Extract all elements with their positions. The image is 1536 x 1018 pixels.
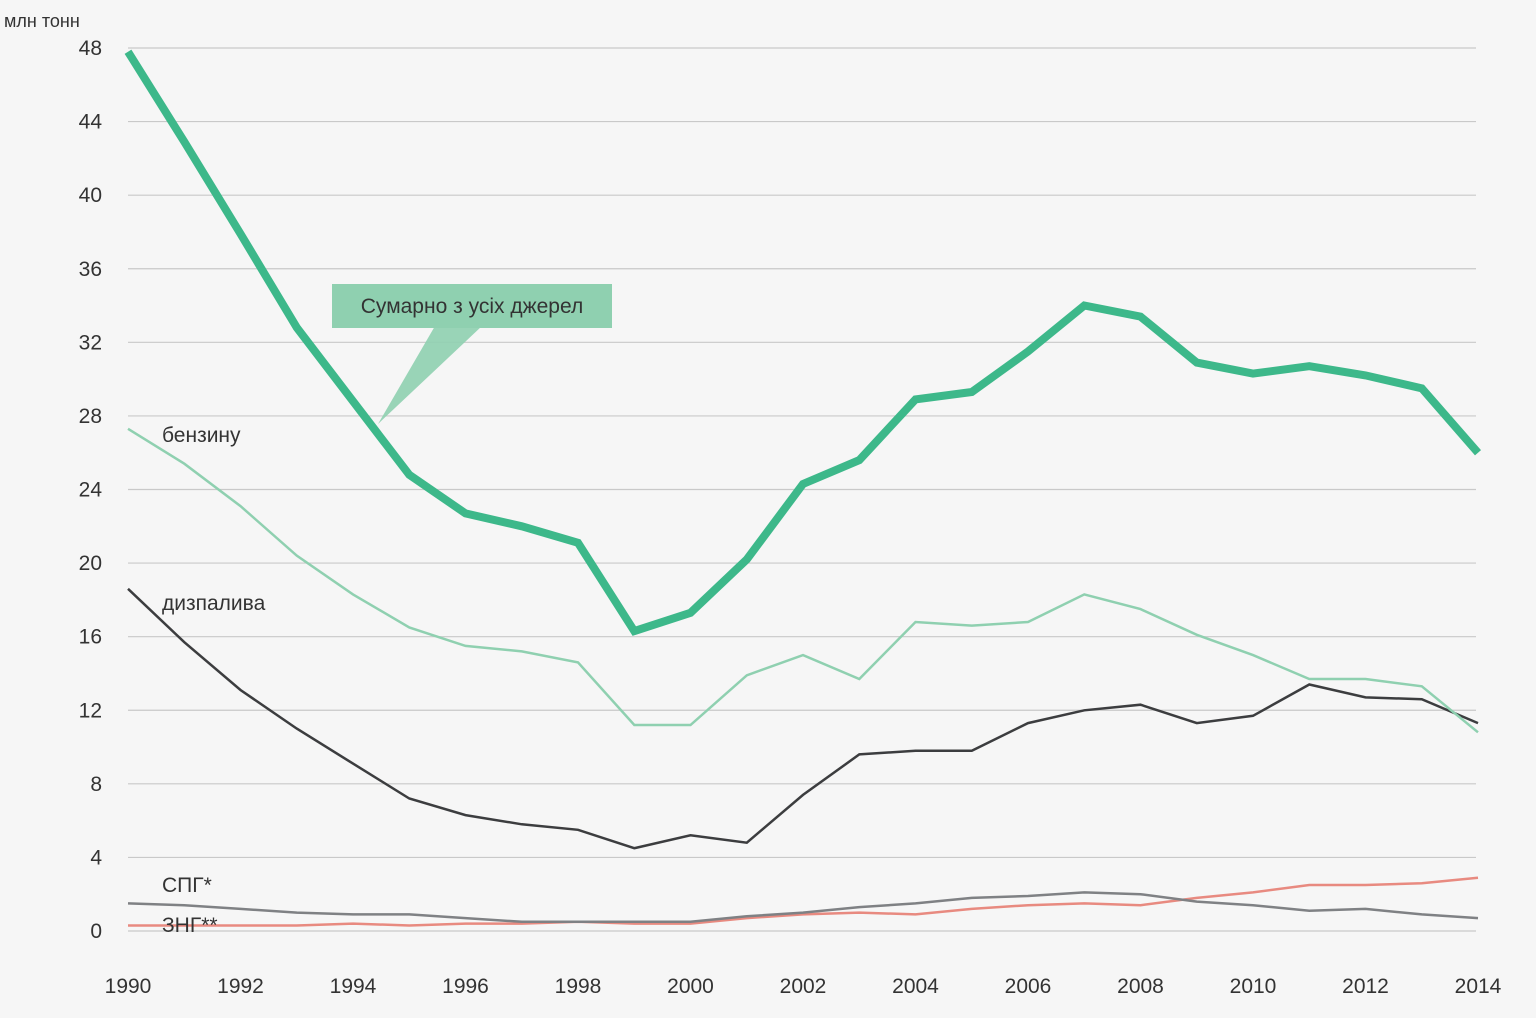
x-tick-label: 2006 <box>1005 975 1052 998</box>
y-tick-label: 36 <box>79 258 102 281</box>
series-line-cng <box>128 876 1479 927</box>
series-line-total <box>124 49 1482 636</box>
callout-box <box>332 284 612 328</box>
y-tick-label: 28 <box>79 405 102 428</box>
y-tick-label: 24 <box>79 479 103 502</box>
y-tick-label: 32 <box>79 331 102 354</box>
callout-label-total: Сумарно з усіх джерел <box>361 295 583 318</box>
y-tick-label: 12 <box>79 699 102 722</box>
x-tick-label: 2002 <box>780 975 827 998</box>
y-tick-label: 16 <box>79 626 102 649</box>
series-label-petrol: бензину <box>162 424 241 447</box>
x-tick-label: 1994 <box>330 975 377 998</box>
x-tick-label: 2004 <box>892 975 939 998</box>
series-line-diesel <box>127 587 1479 850</box>
series-label-lpg: СПГ* <box>162 874 212 897</box>
y-tick-label: 44 <box>79 111 103 134</box>
series-lines <box>124 49 1482 927</box>
series-label-diesel: дизпалива <box>162 592 266 615</box>
y-tick-label: 20 <box>79 552 102 575</box>
x-tick-label: 1998 <box>555 975 602 998</box>
series-label-cng: ЗНГ** <box>162 914 218 937</box>
series-line-lpg <box>127 891 1479 924</box>
total-callout: Сумарно з усіх джерел <box>332 284 612 424</box>
x-tick-label: 2000 <box>667 975 714 998</box>
x-tick-label: 1990 <box>105 975 152 998</box>
x-tick-label: 1996 <box>442 975 489 998</box>
x-tick-label: 1992 <box>217 975 264 998</box>
y-tick-label: 48 <box>79 37 102 60</box>
gridlines <box>128 47 1476 932</box>
y-tick-label: 0 <box>90 920 102 943</box>
series-line-petrol <box>127 427 1479 734</box>
x-tick-label: 2014 <box>1455 975 1502 998</box>
x-axis: 1990 1992 1994 1996 1998 2000 2002 2004 2006 2008… <box>105 975 1502 998</box>
x-tick-label: 2008 <box>1117 975 1164 998</box>
callout-pointer <box>378 326 482 424</box>
y-tick-label: 40 <box>79 184 102 207</box>
y-tick-label: 4 <box>90 846 102 869</box>
x-tick-label: 2010 <box>1230 975 1277 998</box>
y-tick-label: 8 <box>90 773 102 796</box>
y-axis-unit-label: млн тонн <box>4 11 80 31</box>
x-tick-label: 2012 <box>1342 975 1389 998</box>
